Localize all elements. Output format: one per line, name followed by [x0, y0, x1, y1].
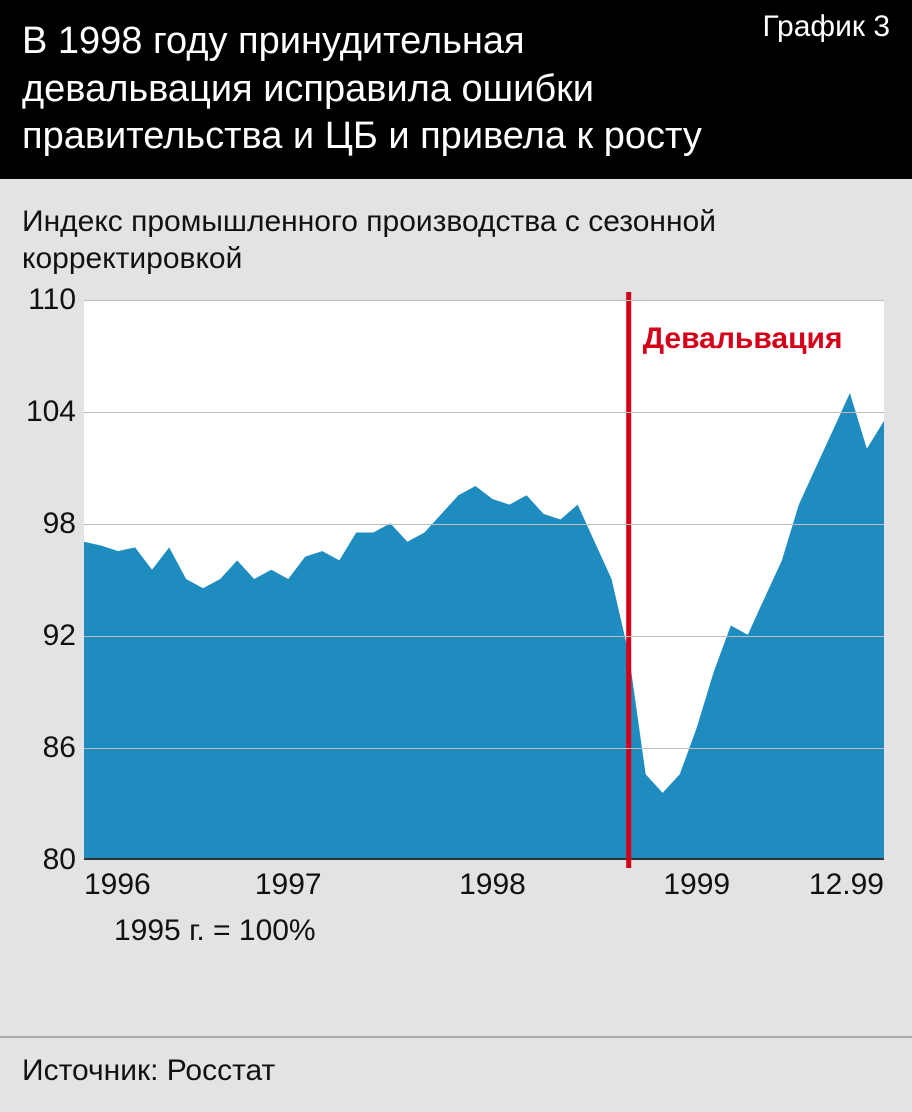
devaluation-annotation: Девальвация	[643, 322, 843, 356]
area-chart-svg	[84, 300, 884, 858]
baseline-note: 1995 г. = 100%	[114, 914, 316, 948]
chart-title: В 1998 году принудительная девальвация и…	[22, 18, 890, 161]
gridline	[84, 524, 884, 525]
x-tick-label: 12.99	[809, 868, 884, 902]
y-tick-label: 98	[16, 507, 76, 541]
area-series	[84, 393, 884, 858]
chart-area: Девальвация 199619971998199912.99 808692…	[16, 300, 896, 980]
chart-number-label: График 3	[762, 10, 890, 44]
source-footer: Источник: Росстат	[0, 1036, 912, 1112]
gridline	[84, 412, 884, 413]
y-tick-label: 86	[16, 731, 76, 765]
gridline	[84, 748, 884, 749]
y-tick-label: 110	[16, 283, 76, 317]
x-tick-label: 1996	[84, 868, 151, 902]
y-tick-label: 104	[16, 395, 76, 429]
x-tick-label: 1998	[459, 868, 526, 902]
source-label: Источник: Росстат	[22, 1054, 275, 1087]
gridline	[84, 300, 884, 301]
x-tick-label: 1997	[255, 868, 322, 902]
chart-header: График 3 В 1998 году принудительная дева…	[0, 0, 912, 179]
x-tick-label: 1999	[663, 868, 730, 902]
y-tick-label: 92	[16, 619, 76, 653]
y-tick-label: 80	[16, 843, 76, 877]
chart-subtitle: Индекс промышленного производства с сезо…	[0, 179, 912, 290]
plot-region: Девальвация 199619971998199912.99	[84, 300, 884, 860]
gridline	[84, 636, 884, 637]
